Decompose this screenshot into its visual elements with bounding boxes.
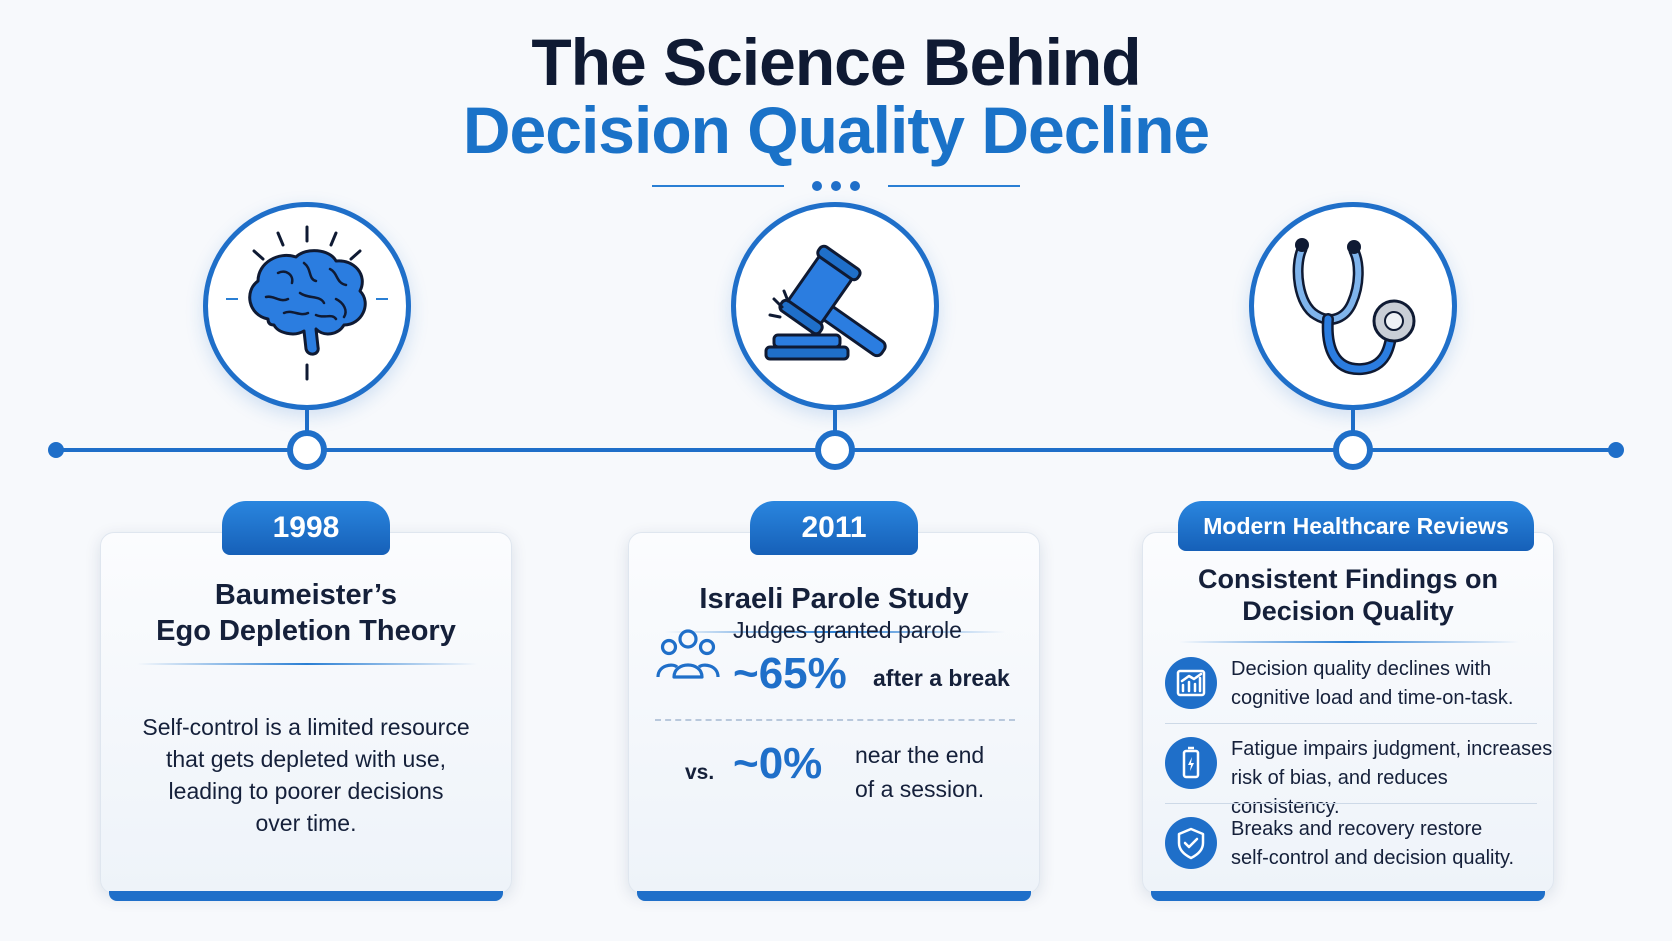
card-body-line: Self-control is a limited resource — [142, 714, 470, 740]
card-title-line1: Consistent Findings on — [1198, 564, 1498, 594]
gavel-icon-circle — [731, 202, 939, 410]
year-badge-1998: 1998 — [222, 501, 390, 555]
title-decoration — [652, 180, 1020, 192]
timeline-start-dot — [48, 442, 64, 458]
card-body-line: that gets depleted with use, — [165, 746, 447, 772]
stethoscope-icon-circle — [1249, 202, 1457, 410]
card-ego-depletion: Baumeister’s Ego Depletion Theory Self-c… — [100, 532, 512, 901]
stat-end-session-label: near the end — [855, 742, 985, 768]
card-body-line: leading to poorer decisions — [168, 778, 444, 804]
card-title: Israeli Parole Study — [699, 583, 969, 615]
timeline-node-1998 — [287, 430, 327, 470]
shield-check-icon — [1177, 827, 1205, 860]
page-subtitle: Decision Quality Decline — [462, 93, 1210, 167]
page-title: The Science Behind — [531, 25, 1141, 99]
vs-label: vs. — [685, 761, 715, 784]
card-body-line: over time. — [255, 810, 357, 836]
finding-text: cognitive load and time-on-task. — [1231, 687, 1514, 709]
finding-text: risk of bias, and reduces consistency. — [1231, 767, 1448, 818]
brain-icon — [226, 225, 388, 381]
stat-end-session-value: ~0% — [733, 739, 823, 788]
timeline-end-dot — [1608, 442, 1624, 458]
battery-low-icon — [1182, 746, 1200, 779]
card-title-line2: Decision Quality — [1242, 596, 1454, 626]
stat-after-break-label: after a break — [873, 665, 1010, 691]
finding-text: Decision quality declines with — [1231, 658, 1492, 680]
gavel-icon — [764, 244, 887, 361]
year-badge-2011: 2011 — [750, 501, 918, 555]
source-badge-healthcare: Modern Healthcare Reviews — [1178, 501, 1534, 551]
card-title-line1: Baumeister’s — [214, 579, 398, 611]
card-healthcare-reviews: Consistent Findings on Decision Quality … — [1142, 532, 1554, 901]
stat-after-break-value: ~65% — [733, 649, 847, 698]
chart-icon — [1176, 669, 1206, 697]
finding-text: self-control and decision quality. — [1231, 847, 1515, 869]
timeline-node-healthcare — [1333, 430, 1373, 470]
brain-icon-circle — [203, 202, 411, 410]
stat-intro: Judges granted parole — [733, 617, 962, 643]
timeline-node-2011 — [815, 430, 855, 470]
stat-end-session-label: of a session. — [855, 776, 985, 802]
card-parole-study: Israeli Parole Study Judges granted paro… — [628, 532, 1040, 901]
finding-text: Fatigue impairs judgment, increases — [1231, 738, 1553, 760]
stethoscope-icon — [1292, 238, 1416, 376]
people-group-icon — [656, 629, 720, 679]
finding-text: Breaks and recovery restore — [1231, 818, 1483, 840]
card-title-line2: Ego Depletion Theory — [156, 615, 456, 647]
